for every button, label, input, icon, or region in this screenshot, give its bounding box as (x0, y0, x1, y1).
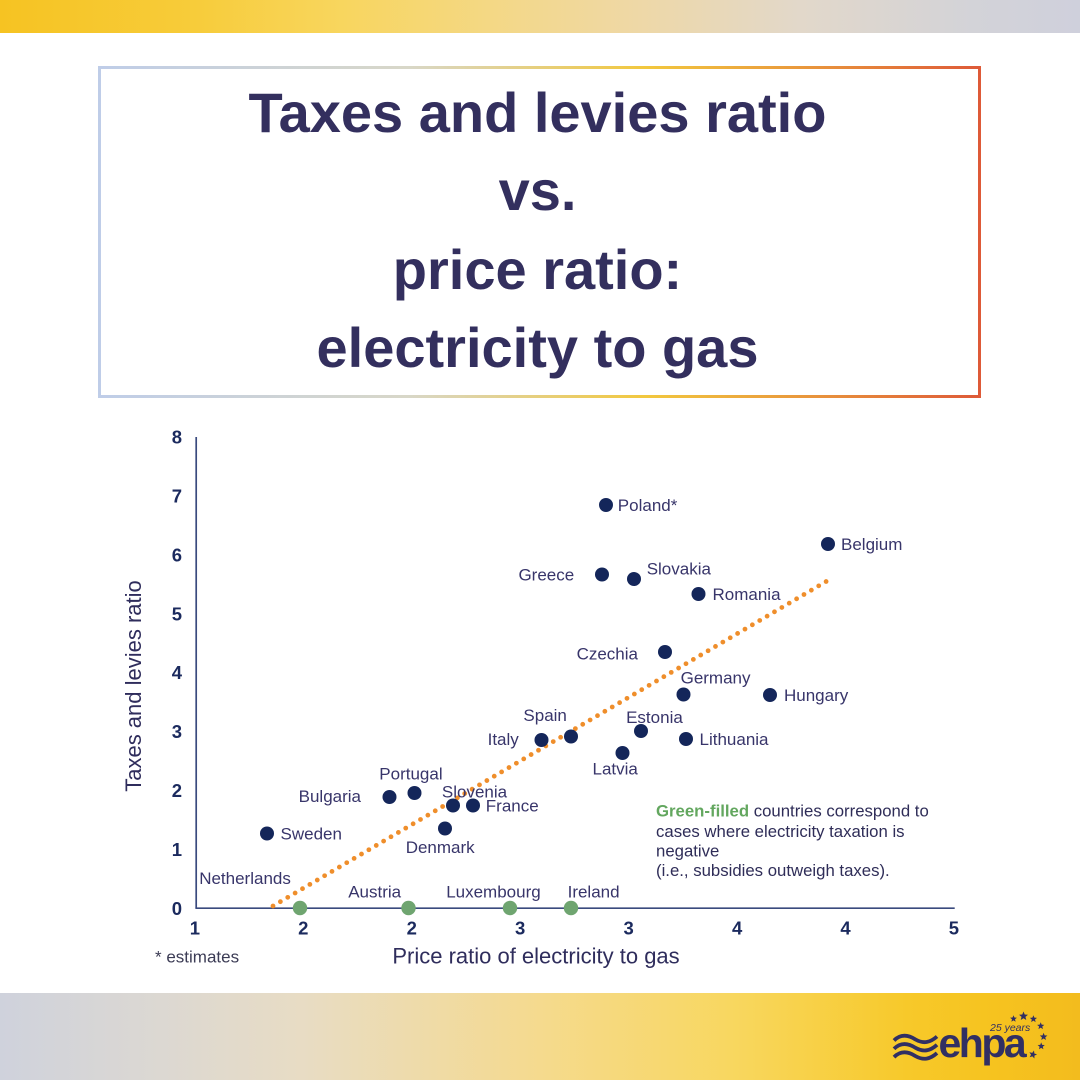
svg-text:Austria: Austria (348, 882, 401, 901)
svg-text:Taxes and levies ratio: Taxes and levies ratio (121, 580, 146, 792)
svg-text:Slovakia: Slovakia (647, 560, 712, 579)
svg-text:2: 2 (407, 917, 417, 938)
svg-text:Italy: Italy (488, 730, 520, 749)
svg-text:Hungary: Hungary (784, 686, 849, 705)
svg-text:(i.e., subsidies outweigh taxe: (i.e., subsidies outweigh taxes). (656, 861, 890, 880)
svg-text:negative: negative (656, 842, 719, 861)
svg-text:Denmark: Denmark (406, 838, 475, 857)
svg-text:Romania: Romania (713, 585, 782, 604)
svg-text:5: 5 (172, 603, 182, 624)
svg-text:1: 1 (172, 839, 182, 860)
svg-text:5: 5 (949, 917, 959, 938)
svg-text:Czechia: Czechia (577, 644, 639, 663)
svg-text:4: 4 (840, 917, 851, 938)
svg-text:6: 6 (172, 545, 182, 566)
svg-text:Bulgaria: Bulgaria (299, 787, 362, 806)
svg-text:Slovenia: Slovenia (442, 783, 508, 802)
svg-text:Netherlands: Netherlands (199, 869, 291, 888)
svg-text:Spain: Spain (523, 706, 566, 725)
svg-text:Estonia: Estonia (626, 708, 683, 727)
svg-text:Luxembourg: Luxembourg (446, 882, 541, 901)
svg-text:Greece: Greece (518, 565, 574, 584)
svg-text:25 years: 25 years (989, 1022, 1031, 1034)
svg-text:ehpa: ehpa (939, 1020, 1028, 1066)
svg-text:8: 8 (172, 427, 182, 448)
svg-text:2: 2 (298, 917, 308, 938)
svg-text:cases where electricity taxati: cases where electricity taxation is (656, 822, 905, 841)
svg-text:Belgium: Belgium (841, 535, 902, 554)
svg-text:France: France (486, 796, 539, 815)
svg-text:3: 3 (172, 721, 182, 742)
svg-text:* estimates: * estimates (155, 948, 239, 967)
svg-text:0: 0 (172, 898, 182, 919)
svg-text:2: 2 (172, 780, 182, 801)
svg-text:Sweden: Sweden (281, 825, 342, 844)
svg-text:Poland*: Poland* (618, 496, 678, 515)
svg-text:Green-filled countries corresp: Green-filled countries correspond to (656, 802, 929, 821)
svg-text:Price ratio of electricity to: Price ratio of electricity to gas (392, 944, 679, 969)
svg-text:4: 4 (732, 917, 743, 938)
svg-text:3: 3 (515, 917, 525, 938)
svg-text:Latvia: Latvia (593, 759, 639, 778)
svg-text:1: 1 (190, 917, 200, 938)
svg-text:7: 7 (172, 486, 182, 507)
svg-text:Lithuania: Lithuania (700, 730, 770, 749)
svg-text:Germany: Germany (681, 669, 751, 688)
svg-text:3: 3 (623, 917, 633, 938)
svg-text:Portugal: Portugal (379, 764, 442, 783)
svg-text:Ireland: Ireland (568, 882, 620, 901)
svg-text:4: 4 (172, 662, 183, 683)
